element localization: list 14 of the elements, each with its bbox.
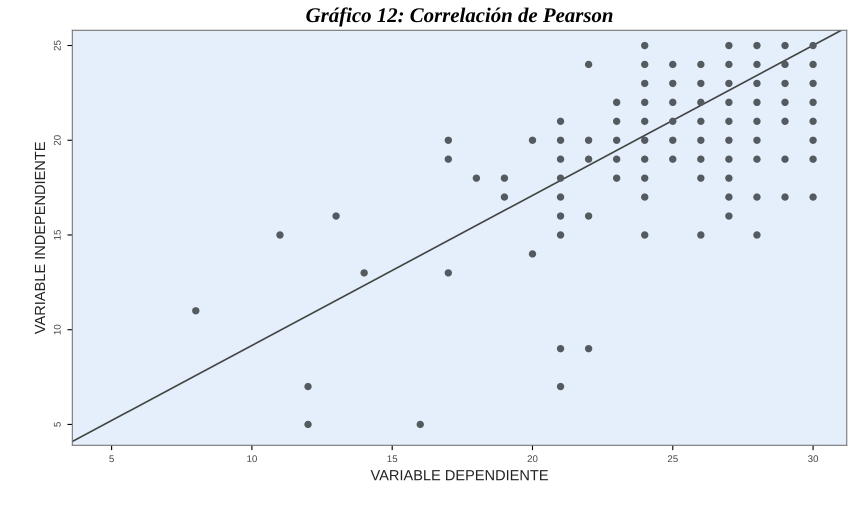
y-axis-title: VARIABLE INDEPENDIENTE	[34, 142, 45, 334]
x-tick-label: 5	[109, 455, 114, 462]
y-tick-label: 10	[54, 324, 61, 334]
x-tick-label: 25	[668, 455, 678, 462]
x-axis-title: VARIABLE DEPENDIENTE	[370, 470, 548, 480]
y-tick-label: 25	[54, 40, 61, 50]
chart-title: Gráfico 12: Correlación de Pearson	[306, 7, 612, 26]
x-tick-label: 30	[808, 455, 818, 462]
x-tick-label: 15	[388, 455, 398, 462]
x-tick-label: 20	[528, 455, 538, 462]
y-tick-label: 20	[54, 135, 61, 146]
x-tick-label: 10	[247, 455, 257, 462]
y-tick-label: 15	[54, 230, 61, 240]
y-tick-label: 5	[54, 422, 61, 427]
